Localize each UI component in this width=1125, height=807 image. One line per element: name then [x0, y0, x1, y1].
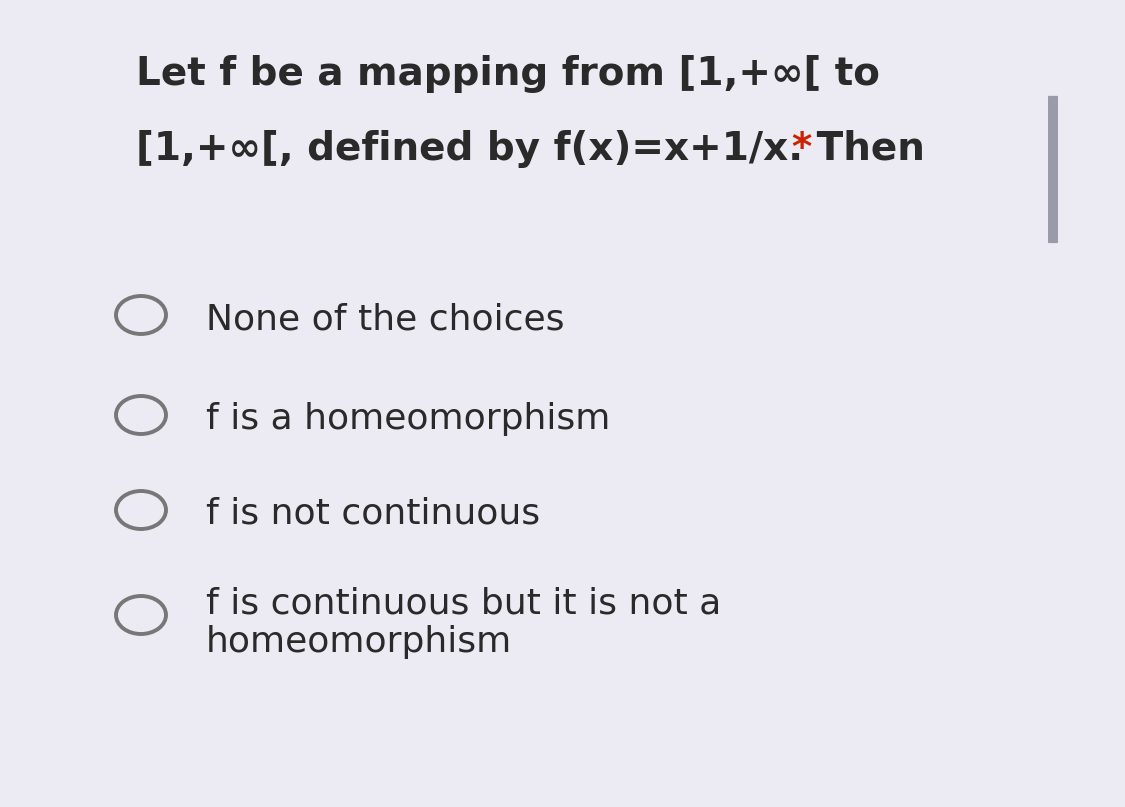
Text: f is a homeomorphism: f is a homeomorphism [206, 402, 611, 436]
Text: Let f be a mapping from [1,+∞[ to: Let f be a mapping from [1,+∞[ to [136, 55, 880, 93]
Text: None of the choices: None of the choices [206, 302, 565, 336]
Text: f is continuous but it is not a: f is continuous but it is not a [206, 587, 721, 621]
Text: *: * [791, 130, 811, 168]
Text: f is not continuous: f is not continuous [206, 497, 540, 531]
FancyBboxPatch shape [1048, 96, 1057, 243]
Text: [1,+∞[, defined by f(x)=x+1/x. Then: [1,+∞[, defined by f(x)=x+1/x. Then [136, 130, 938, 168]
Text: homeomorphism: homeomorphism [206, 625, 512, 659]
